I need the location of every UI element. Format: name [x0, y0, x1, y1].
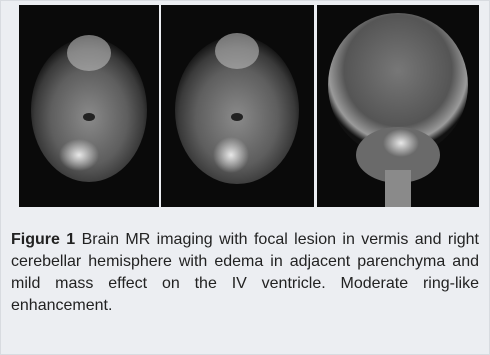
figure-label: Figure 1: [11, 231, 76, 248]
figure-caption: Figure 1 Brain MR imaging with focal les…: [11, 229, 479, 317]
mri-axial-2: [161, 5, 314, 207]
mri-axial-1: [19, 5, 159, 207]
caption-text: Brain MR imaging with focal lesion in ve…: [11, 231, 480, 314]
mri-coronal: [317, 5, 479, 207]
figure-images: [19, 5, 479, 207]
